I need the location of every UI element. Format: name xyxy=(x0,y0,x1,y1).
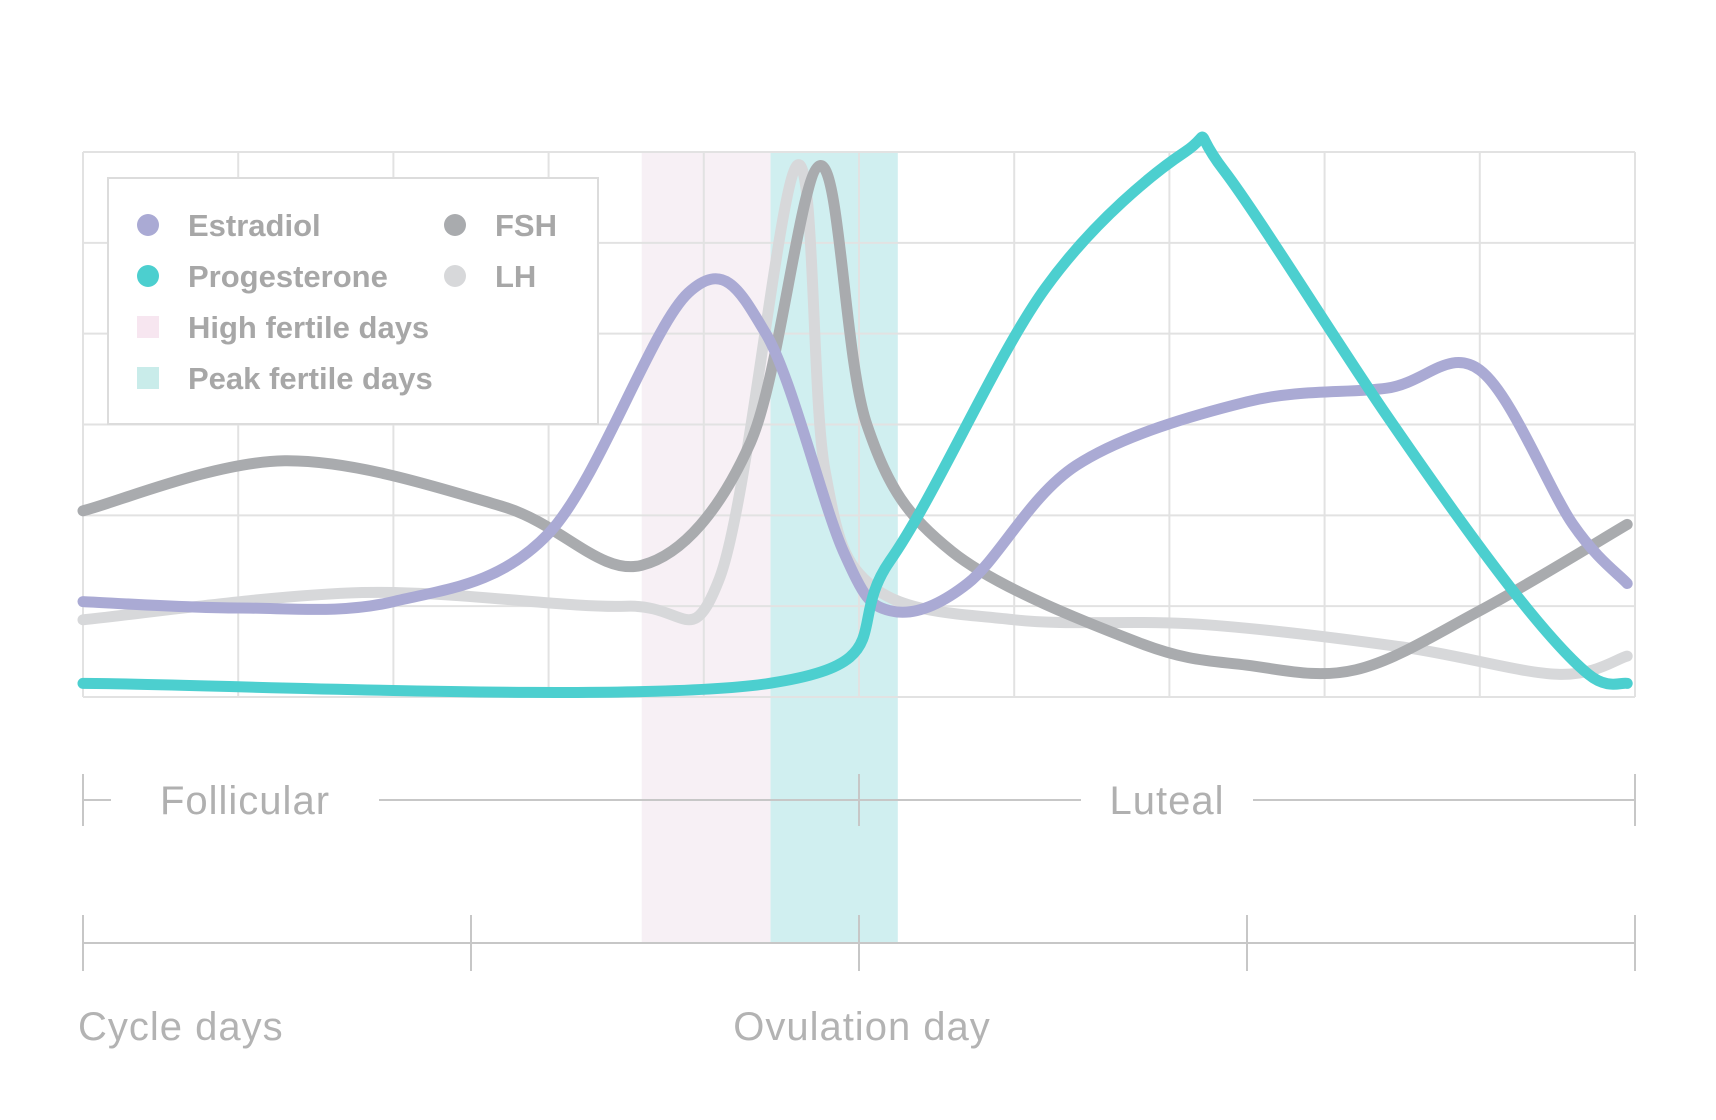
estradiol-legend-marker xyxy=(137,214,159,236)
progesterone-legend-label: Progesterone xyxy=(188,259,388,294)
lh-line xyxy=(77,159,1633,680)
ovulation-day-label: Ovulation day xyxy=(733,1005,991,1049)
high-fertile-days-legend-label: High fertile days xyxy=(188,310,429,345)
progesterone-legend-marker xyxy=(137,265,159,287)
luteal-phase-label: Luteal xyxy=(1110,779,1225,823)
lh-legend-label: LH xyxy=(495,259,536,294)
legend: Estradiol FSH Progesterone LH High fertile d… xyxy=(107,177,599,425)
phase-axis: Follicular Luteal xyxy=(82,774,1636,826)
estradiol-legend-label: Estradiol xyxy=(188,208,321,243)
high-fertile-days-legend-marker xyxy=(137,316,159,338)
fsh-line xyxy=(77,160,1633,680)
peak-fertile-days-legend-label: Peak fertile days xyxy=(188,361,433,396)
legend-box xyxy=(107,177,599,425)
cycle-days-label: Cycle days xyxy=(78,1005,284,1049)
follicular-phase-label: Follicular xyxy=(160,779,330,823)
lh-legend-marker xyxy=(444,265,466,287)
series-lines-layer xyxy=(77,131,1633,698)
high-fertile-days-band xyxy=(641,152,771,943)
fsh-legend-marker xyxy=(444,214,466,236)
progesterone-line xyxy=(77,131,1633,698)
fsh-legend-label: FSH xyxy=(495,208,557,243)
cycle-days-axis xyxy=(82,915,1636,971)
peak-fertile-days-legend-marker xyxy=(137,367,159,389)
